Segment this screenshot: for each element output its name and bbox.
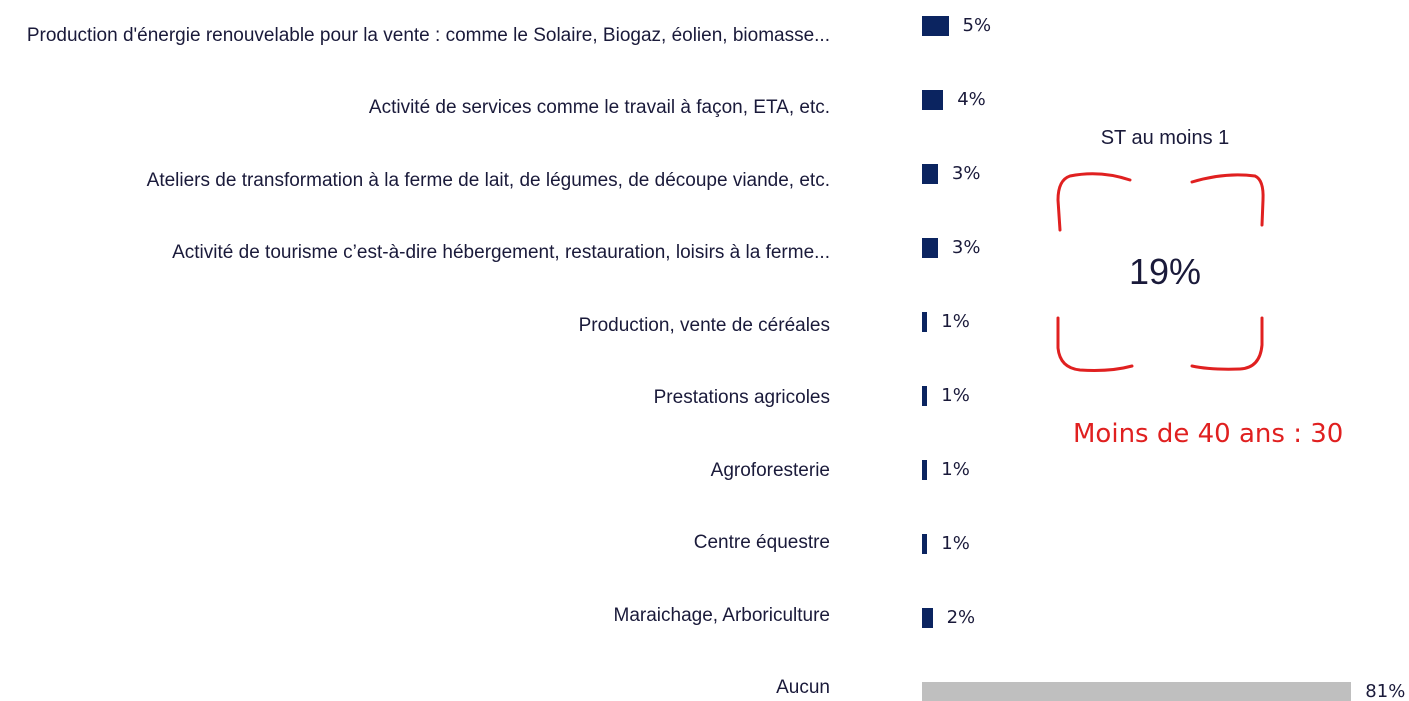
value-label: 3% bbox=[951, 237, 981, 258]
category-label: Agroforesterie bbox=[710, 459, 830, 481]
bar bbox=[922, 16, 949, 36]
category-label: Prestations agricoles bbox=[653, 387, 830, 409]
value-label: 5% bbox=[962, 15, 992, 36]
bar bbox=[922, 312, 928, 332]
category-label: Aucun bbox=[776, 677, 830, 698]
value-label: 2% bbox=[946, 607, 976, 628]
bar bbox=[922, 90, 944, 110]
summary-title: ST au moins 1 bbox=[1101, 127, 1230, 149]
bar bbox=[922, 460, 928, 480]
value-label: 1% bbox=[941, 385, 970, 406]
category-label: Production, vente de céréales bbox=[578, 314, 830, 336]
value-label: 1% bbox=[941, 533, 970, 554]
bar bbox=[922, 534, 928, 554]
value-label: 1% bbox=[941, 311, 970, 332]
bar bbox=[922, 164, 938, 184]
category-label: Ateliers de transformation à la ferme de… bbox=[146, 169, 830, 191]
value-label: 3% bbox=[951, 163, 981, 184]
category-label: Activité de services comme le travail à … bbox=[368, 97, 830, 119]
bar bbox=[922, 608, 933, 628]
category-label: Maraichage, Arboriculture bbox=[613, 604, 831, 626]
value-label: 81% bbox=[1365, 681, 1406, 701]
category-label: Activité de tourisme c’est-à-dire héberg… bbox=[172, 242, 830, 264]
bracket-frame bbox=[1056, 172, 1265, 372]
category-label: Centre équestre bbox=[693, 532, 830, 554]
note: Moins de 40 ans : 30 bbox=[1073, 419, 1343, 449]
category-label: Production d'énergie renouvelable pour l… bbox=[26, 25, 830, 46]
summary-value: 19% bbox=[1129, 251, 1201, 292]
value-label: 1% bbox=[941, 459, 970, 480]
bar bbox=[922, 238, 938, 258]
bar bbox=[922, 682, 1352, 701]
value-label: 4% bbox=[957, 89, 986, 110]
bar bbox=[922, 386, 928, 406]
